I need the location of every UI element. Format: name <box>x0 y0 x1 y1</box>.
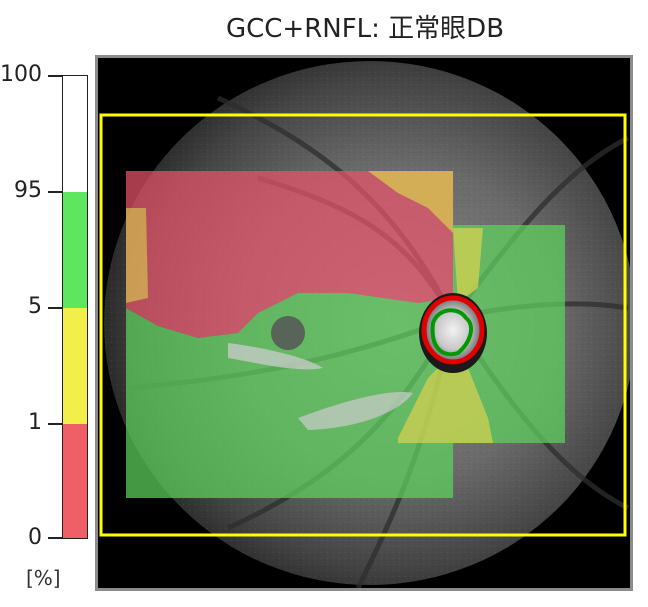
map-region-green-disc <box>453 225 565 443</box>
scale-band-yellow <box>63 308 87 424</box>
chart-title: GCC+RNFL: 正常眼DB <box>225 14 505 44</box>
scale-tick-0 <box>48 537 62 539</box>
scale-label-95: 95 <box>14 178 42 203</box>
scale-label-0: 0 <box>28 525 42 550</box>
map-region-green-lower <box>126 293 453 498</box>
fovea <box>271 316 305 350</box>
disc-margin-contour <box>421 295 485 365</box>
scale-label-1: 1 <box>28 410 42 435</box>
map-region-red <box>126 171 453 338</box>
fundus-image-frame <box>95 55 633 591</box>
percentile-scale-bar <box>62 75 88 539</box>
cup-contour <box>430 308 474 357</box>
scale-label-5: 5 <box>28 294 42 319</box>
scale-tick-100 <box>48 75 62 77</box>
scale-label-100: 100 <box>0 62 42 87</box>
scale-band-red <box>63 424 87 538</box>
map-region-yellow-upper <box>368 171 453 233</box>
scale-tick-95 <box>48 191 62 193</box>
scale-unit-label: [%] <box>26 566 61 590</box>
map-region-yellow-disc <box>453 228 483 303</box>
scale-band-white <box>63 76 87 192</box>
scan-area-box <box>99 113 627 537</box>
fundus-significance-map <box>98 58 630 588</box>
scale-tick-5 <box>48 307 62 309</box>
scale-tick-1 <box>48 423 62 425</box>
scale-band-green <box>63 192 87 308</box>
map-region-grey <box>228 343 323 370</box>
